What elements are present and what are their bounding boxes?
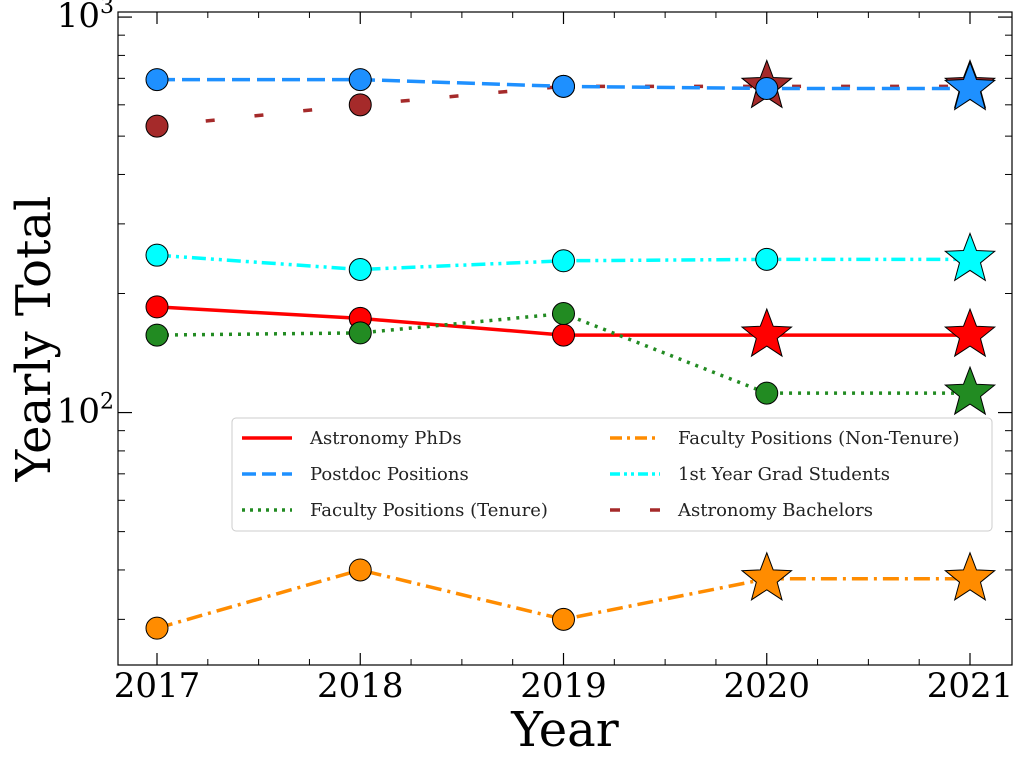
y-tick-labels: 102 103 xyxy=(57,0,114,432)
plot-frame xyxy=(117,11,1013,666)
marker-layer xyxy=(145,58,997,640)
legend-label-astronomy-phds: Astronomy PhDs xyxy=(309,428,462,449)
x-tick-label-2017: 2017 xyxy=(114,666,201,706)
marker-astronomy-bachelors-2017 xyxy=(145,114,169,138)
marker-1st-year-grad-students-2017 xyxy=(145,243,169,267)
marker-postdoc-positions-2021 xyxy=(943,60,997,111)
y-tick-100-exponent: 2 xyxy=(100,390,114,415)
marker-faculty-positions-tenure-2020 xyxy=(755,381,779,405)
x-axis-label: Year xyxy=(510,702,619,758)
marker-astronomy-phds-2021 xyxy=(943,307,997,358)
x-tick-label-2020: 2020 xyxy=(723,666,810,706)
marker-astronomy-phds-2017 xyxy=(145,295,169,319)
marker-faculty-positions-tenure-2019 xyxy=(552,302,575,326)
y-tick-100-base: 10 xyxy=(57,392,100,432)
marker-astronomy-bachelors-2018 xyxy=(348,93,372,117)
marker-faculty-positions-non-tenure-2021 xyxy=(943,551,997,601)
marker-postdoc-positions-2017 xyxy=(145,68,169,92)
legend-label-faculty-tenure: Faculty Positions (Tenure) xyxy=(310,500,548,521)
marker-1st-year-grad-students-2021 xyxy=(943,231,997,282)
marker-faculty-positions-tenure-2021 xyxy=(943,365,997,416)
ticks-layer xyxy=(118,12,1012,665)
y-axis-label: Yearly Total xyxy=(6,196,62,483)
y-tick-1000-base: 10 xyxy=(57,0,100,36)
marker-astronomy-phds-2020 xyxy=(740,307,793,358)
marker-postdoc-positions-2018 xyxy=(348,68,372,92)
x-tick-label-2019: 2019 xyxy=(520,666,607,706)
x-tick-label-2018: 2018 xyxy=(317,666,404,706)
marker-astronomy-phds-2019 xyxy=(552,323,575,347)
marker-faculty-positions-tenure-2017 xyxy=(145,323,169,347)
legend: Astronomy PhDs Postdoc Positions Faculty… xyxy=(231,417,993,532)
x-tick-label-2021: 2021 xyxy=(927,666,1014,706)
series-line-faculty-positions-non-tenure xyxy=(156,568,970,630)
marker-postdoc-positions-2020 xyxy=(755,76,779,100)
marker-faculty-positions-non-tenure-2018 xyxy=(348,558,372,582)
y-tick-1000-exponent: 3 xyxy=(100,0,114,19)
series-line-1st-year-grad-students xyxy=(156,253,970,272)
marker-faculty-positions-non-tenure-2019 xyxy=(552,607,575,631)
y-tick-label-1000: 103 xyxy=(57,0,114,36)
x-tick-labels: 2017 2018 2019 2020 2021 xyxy=(114,666,1014,706)
marker-faculty-positions-non-tenure-2017 xyxy=(145,616,169,640)
legend-label-faculty-non-tenure: Faculty Positions (Non-Tenure) xyxy=(678,428,960,449)
marker-faculty-positions-tenure-2018 xyxy=(348,321,372,345)
legend-items: Astronomy PhDs Postdoc Positions Faculty… xyxy=(242,428,960,521)
marker-1st-year-grad-students-2019 xyxy=(552,249,575,273)
marker-1st-year-grad-students-2020 xyxy=(755,247,779,271)
marker-faculty-positions-non-tenure-2020 xyxy=(740,551,793,601)
marker-postdoc-positions-2019 xyxy=(552,74,575,98)
legend-label-first-year-grad: 1st Year Grad Students xyxy=(678,464,890,485)
y-tick-label-100: 102 xyxy=(57,390,114,432)
legend-label-postdoc-positions: Postdoc Positions xyxy=(310,464,469,485)
legend-label-astronomy-bachelors: Astronomy Bachelors xyxy=(677,500,873,521)
marker-1st-year-grad-students-2018 xyxy=(348,258,372,282)
